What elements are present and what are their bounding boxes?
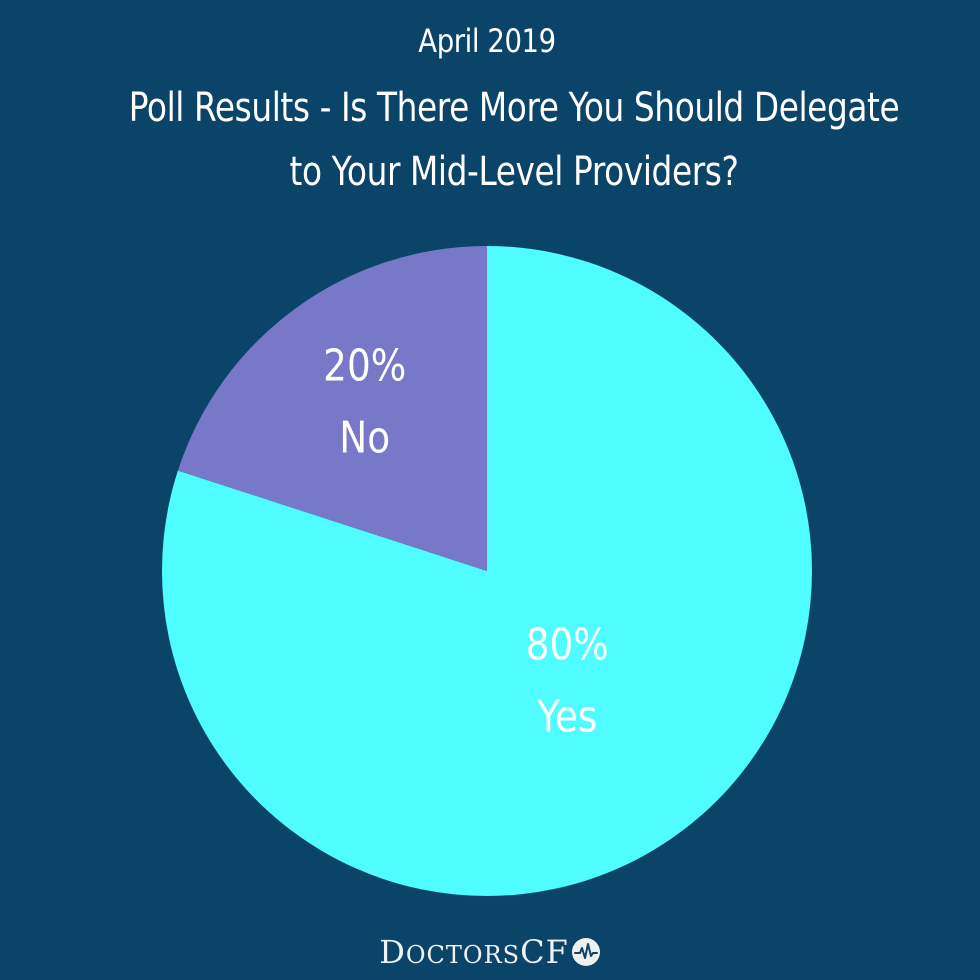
chart-title-line-1: Poll Results - Is There More You Should … — [128, 85, 900, 131]
slice-value-label-no: 20% — [323, 340, 406, 392]
pie-slices — [161, 246, 813, 897]
brand-initial: D — [379, 932, 406, 971]
brand-footer: DOCTORSCF — [0, 930, 980, 971]
heartbeat-icon — [571, 937, 600, 966]
chart-title: Poll Results - Is There More You Should … — [0, 76, 980, 204]
brand-suffix: CF — [520, 932, 569, 971]
pie-labels: 80% Yes 20% No — [323, 340, 609, 742]
slice-category-label-no: No — [339, 412, 390, 464]
chart-title-line-2: to Your Mid-Level Providers? — [289, 149, 739, 195]
pie-slice-no — [177, 246, 488, 571]
slice-value-label-yes: 80% — [526, 618, 609, 670]
brand-name: DOCTORSCF — [379, 933, 569, 971]
chart-date: April 2019 — [418, 22, 556, 60]
slice-category-label-yes: Yes — [536, 690, 597, 742]
brand-rest: OCTORS — [405, 940, 521, 969]
